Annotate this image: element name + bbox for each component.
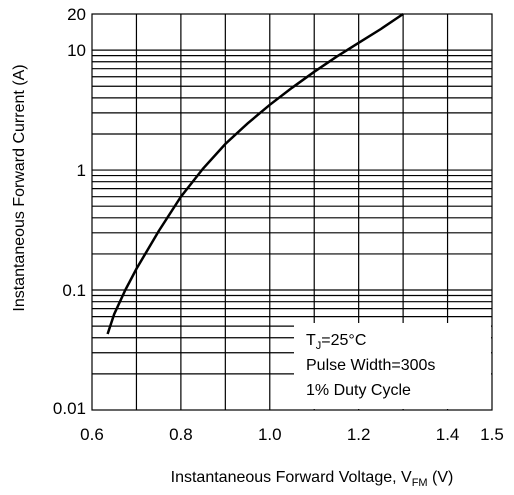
y-tick-label: 10	[67, 41, 86, 60]
x-axis-title: Instantaneous Forward Voltage, VFM (V)	[171, 469, 454, 489]
y-tick-labels: 0.01 0.1 1 10 20	[53, 5, 86, 418]
x-tick-label: 1.5	[480, 425, 504, 444]
annotation-box	[294, 323, 491, 409]
series-line-forward-current	[106, 12, 404, 335]
x-tick-label: 1.2	[347, 425, 371, 444]
y-tick-label: 0.1	[62, 281, 86, 300]
annotation-pulse-width: Pulse Width=300s	[306, 357, 435, 374]
annotation-background	[294, 323, 491, 409]
plot-frame	[91, 13, 493, 411]
x-tick-label: 0.6	[80, 425, 104, 444]
annotation-duty-cycle: 1% Duty Cycle	[306, 382, 411, 399]
x-tick-label: 0.8	[169, 425, 193, 444]
x-tick-label: 1.4	[436, 425, 460, 444]
y-tick-label: 1	[77, 161, 86, 180]
y-axis-title: Instantaneous Forward Current (A)	[11, 64, 28, 311]
x-tick-label: 1.0	[258, 425, 282, 444]
x-tick-labels: 0.6 0.8 1.0 1.2 1.4 1.5	[80, 425, 504, 444]
y-tick-label: 20	[67, 5, 86, 24]
annotation-temperature: TJ=25°C	[306, 332, 366, 352]
y-tick-label: 0.01	[53, 399, 86, 418]
plot-grid	[92, 14, 492, 410]
